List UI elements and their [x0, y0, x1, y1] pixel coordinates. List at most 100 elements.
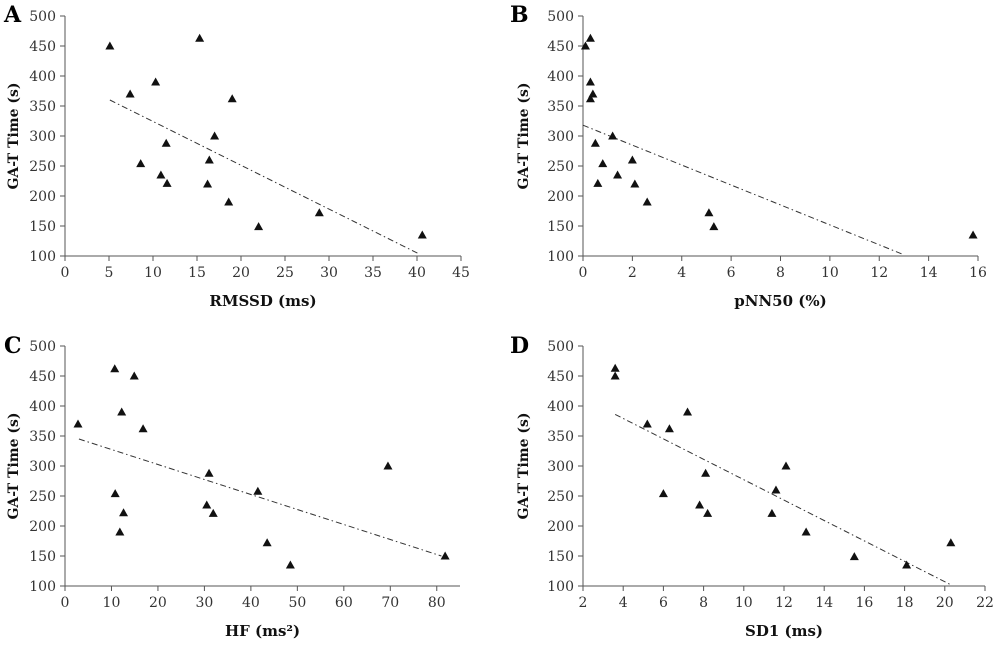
- x-axis-title: pNN50 (%): [734, 292, 826, 310]
- x-tick-label: 70: [381, 595, 399, 611]
- data-point-triangle: [73, 419, 83, 428]
- data-point-triangle: [204, 468, 214, 477]
- y-tick-label: 100: [547, 579, 574, 595]
- chart-panel-a: A 100 150 200 250 300 350 400 450 500 0 5 10 15 20 25 30…: [3, 2, 470, 310]
- x-tick-label: 30: [320, 265, 338, 281]
- x-tick-label: 8: [699, 595, 708, 611]
- y-tick-label: 400: [547, 399, 574, 415]
- x-tick-label: 14: [920, 265, 938, 281]
- x-tick-label: 0: [579, 265, 588, 281]
- y-axis-title: GA-T Time (s): [516, 412, 532, 519]
- x-tick-label: 22: [976, 595, 994, 611]
- data-point-triangle: [613, 170, 623, 179]
- y-tick-label: 450: [547, 39, 574, 55]
- y-tick-label: 500: [29, 9, 56, 25]
- y-tick-label: 150: [29, 549, 56, 565]
- data-point-triangle: [630, 179, 640, 188]
- y-tick-label: 300: [29, 459, 56, 475]
- x-tick-label: 15: [188, 265, 206, 281]
- y-tick-label: 350: [29, 99, 56, 115]
- x-tick-label: 20: [149, 595, 167, 611]
- data-point-triangle: [129, 371, 139, 380]
- data-point-triangle: [585, 94, 595, 103]
- y-tick-label: 350: [29, 429, 56, 445]
- data-point-triangle: [902, 560, 912, 569]
- data-point-triangle: [314, 208, 324, 217]
- chart-panel-b: B 100 150 200 250 300 350 400 450 500 0 2 4 6 8 10 12 14 1…: [510, 2, 987, 310]
- data-point-triangle: [138, 424, 148, 433]
- y-tick-label: 150: [29, 219, 56, 235]
- data-point-triangle: [417, 230, 427, 239]
- chart-panel-d: D 100 150 200 250 300 350 400 450 500 2 4 6 8 10 12 14 16…: [510, 333, 994, 640]
- data-point-triangle: [136, 159, 146, 168]
- y-tick-label: 500: [547, 339, 574, 355]
- x-tick-label: 16: [969, 265, 987, 281]
- x-tick-label: 20: [936, 595, 954, 611]
- data-point-triangle: [627, 155, 637, 164]
- x-tick-label: 25: [276, 265, 294, 281]
- x-tick-label: 30: [195, 595, 213, 611]
- data-point-triangle: [383, 461, 393, 470]
- data-point-triangle: [253, 486, 263, 495]
- data-point-triangle: [210, 131, 220, 140]
- data-point-triangle: [703, 508, 713, 517]
- y-tick-label: 200: [547, 189, 574, 205]
- data-point-triangle: [695, 500, 705, 509]
- x-tick-label: 40: [242, 595, 260, 611]
- data-point-triangle: [117, 407, 127, 416]
- y-tick-label: 150: [547, 219, 574, 235]
- y-tick-label: 300: [547, 459, 574, 475]
- data-point-triangle: [968, 230, 978, 239]
- x-tick-label: 50: [288, 595, 306, 611]
- panel-letter: C: [4, 333, 22, 359]
- y-tick-label: 250: [547, 489, 574, 505]
- trend-line: [78, 438, 442, 557]
- data-point-triangle: [161, 138, 171, 147]
- data-point-triangle: [610, 363, 620, 372]
- x-tick-label: 0: [61, 265, 70, 281]
- y-tick-label: 250: [29, 489, 56, 505]
- x-axis-title: RMSSD (ms): [209, 292, 316, 310]
- y-tick-label: 100: [29, 249, 56, 265]
- y-tick-label: 350: [547, 99, 574, 115]
- data-point-triangle: [119, 508, 129, 517]
- panel-letter: A: [3, 2, 22, 28]
- data-point-triangle: [115, 527, 125, 536]
- x-tick-label: 20: [232, 265, 250, 281]
- data-point-triangle: [156, 170, 166, 179]
- data-point-triangle: [125, 89, 135, 98]
- data-point-triangle: [593, 178, 603, 187]
- data-point-triangle: [610, 371, 620, 380]
- data-point-triangle: [203, 179, 213, 188]
- x-tick-label: 12: [870, 265, 888, 281]
- y-tick-label: 250: [29, 159, 56, 175]
- x-tick-label: 6: [659, 595, 668, 611]
- x-axis-title: SD1 (ms): [745, 622, 823, 640]
- x-tick-label: 0: [61, 595, 70, 611]
- x-tick-label: 10: [735, 595, 753, 611]
- data-point-triangle: [227, 94, 237, 103]
- data-point-triangle: [664, 424, 674, 433]
- data-point-triangle: [580, 41, 590, 50]
- x-tick-label: 80: [428, 595, 446, 611]
- data-point-triangle: [254, 222, 264, 231]
- x-tick-label: 10: [821, 265, 839, 281]
- y-tick-label: 300: [29, 129, 56, 145]
- data-point-triangle: [598, 159, 608, 168]
- y-tick-label: 400: [547, 69, 574, 85]
- data-point-triangle: [110, 364, 120, 373]
- y-axis-title: GA-T Time (s): [516, 82, 532, 189]
- data-point-triangle: [658, 489, 668, 498]
- chart-panel-c: C 100 150 200 250 300 350 400 450 500 0 10 20 30 40 50 6…: [4, 333, 460, 640]
- data-point-triangle: [262, 538, 272, 547]
- y-tick-label: 250: [547, 159, 574, 175]
- y-tick-label: 450: [29, 369, 56, 385]
- x-tick-label: 10: [144, 265, 162, 281]
- data-point-triangle: [849, 552, 859, 561]
- data-point-triangle: [105, 41, 115, 50]
- data-point-triangle: [701, 468, 711, 477]
- x-tick-label: 60: [335, 595, 353, 611]
- y-tick-label: 450: [29, 39, 56, 55]
- x-axis-title: HF (ms²): [225, 622, 300, 640]
- y-tick-label: 150: [547, 549, 574, 565]
